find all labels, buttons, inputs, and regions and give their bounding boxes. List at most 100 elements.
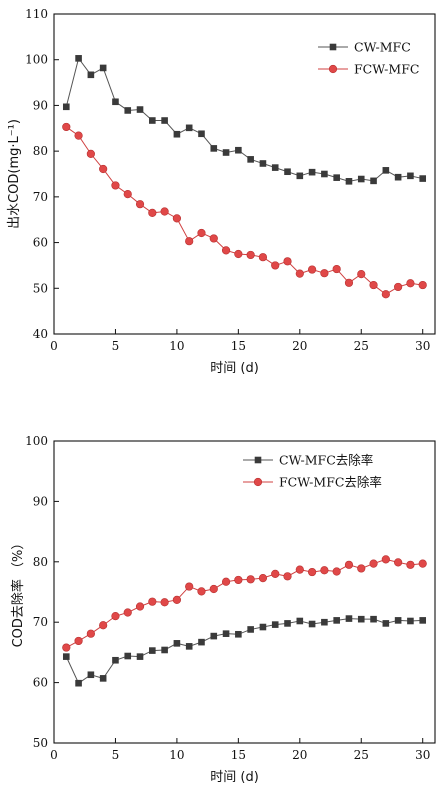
data-point [271,261,280,270]
data-point [321,618,328,626]
legend-marker [328,64,338,74]
effluent-cod-chart: 0 5 10 15 20 25 30 40 50 60 70 80 90 100 110 时间 (d) 出水CO… [7,7,436,376]
data-point [173,640,181,647]
data-point [75,55,82,62]
data-point [221,577,231,586]
plot-frame [53,440,436,744]
x-tick-label: 5 [112,339,120,353]
data-point [406,560,415,569]
data-point [295,565,304,574]
x-tick-label: 20 [292,748,307,762]
data-point [62,643,71,652]
series-line [65,618,423,684]
legend-label: CW-MFC [354,40,411,55]
data-point [161,646,168,654]
data-point [247,626,254,633]
data-point [345,615,353,622]
data-point [246,250,255,260]
y-tick-label: 90 [33,494,48,508]
data-point [99,621,108,630]
data-point [209,584,218,594]
data-point [369,280,378,290]
x-tick-label: 5 [112,748,120,762]
data-point [357,564,366,573]
x-axis-title: 时间 (d) [210,361,259,376]
y-tick-label: 60 [33,676,48,690]
data-point [136,106,144,113]
x-tick-label: 15 [231,339,246,353]
x-tick-label: 25 [354,748,369,762]
data-point [185,643,193,650]
data-point [62,122,71,132]
data-point [86,629,95,638]
data-point [271,569,280,578]
data-point [62,103,70,111]
data-point [258,253,268,262]
data-point [99,64,107,72]
data-point [259,160,267,167]
x-tick-label: 30 [415,748,430,762]
data-point [185,124,193,132]
data-point [111,181,120,190]
data-point [271,621,279,628]
data-point [369,559,378,568]
data-point [86,149,95,158]
y-tick-label: 60 [33,236,48,250]
data-point [418,280,427,290]
legend-label: FCW-MFC去除率 [279,475,382,490]
series-line [65,57,423,182]
data-point [123,190,132,199]
data-point [198,130,205,138]
data-point [333,617,340,624]
data-point [357,615,365,623]
data-point [284,620,291,627]
data-point [357,270,366,279]
data-point [320,269,329,278]
data-point [295,269,304,278]
y-tick-label: 40 [33,327,48,341]
data-point [149,647,156,654]
data-point [370,615,377,623]
series-line [66,126,423,295]
data-point [407,172,414,180]
data-point [99,164,108,174]
data-point [112,656,119,664]
data-point [210,632,218,640]
y-tick-label: 80 [33,144,48,158]
data-point [185,237,194,246]
data-point [382,167,390,174]
data-point [173,130,181,138]
data-point [112,98,119,106]
plot-frame [53,13,436,335]
data-point [185,582,194,591]
data-point [209,234,218,243]
data-point [234,575,243,585]
y-tick-label: 70 [33,615,48,629]
x-tick-label: 0 [50,339,58,353]
data-point [234,249,243,259]
y-tick-label: 50 [33,736,48,750]
data-point [332,567,341,576]
data-point [247,156,254,163]
cod-removal-rate-chart: 0 5 10 15 20 25 30 50 60 70 80 90 100 时间 (d) COD去除率 （%… [10,434,436,785]
data-point [99,675,107,682]
data-point [246,575,255,584]
x-tick-label: 10 [169,339,184,353]
y-tick-label: 100 [25,53,48,67]
data-point [271,164,279,171]
x-tick-label: 0 [50,748,58,762]
y-tick-label: 110 [25,7,48,21]
data-point [419,175,427,182]
data-point [296,172,304,180]
y-tick-label: 50 [33,281,48,295]
data-point [75,679,82,687]
legend-marker [329,43,337,51]
data-point [74,131,83,140]
data-point [307,567,317,577]
data-point [124,652,132,660]
data-point [198,638,205,646]
data-point [419,617,427,624]
data-point [307,265,317,274]
data-point [111,612,120,621]
series-line [66,558,423,649]
